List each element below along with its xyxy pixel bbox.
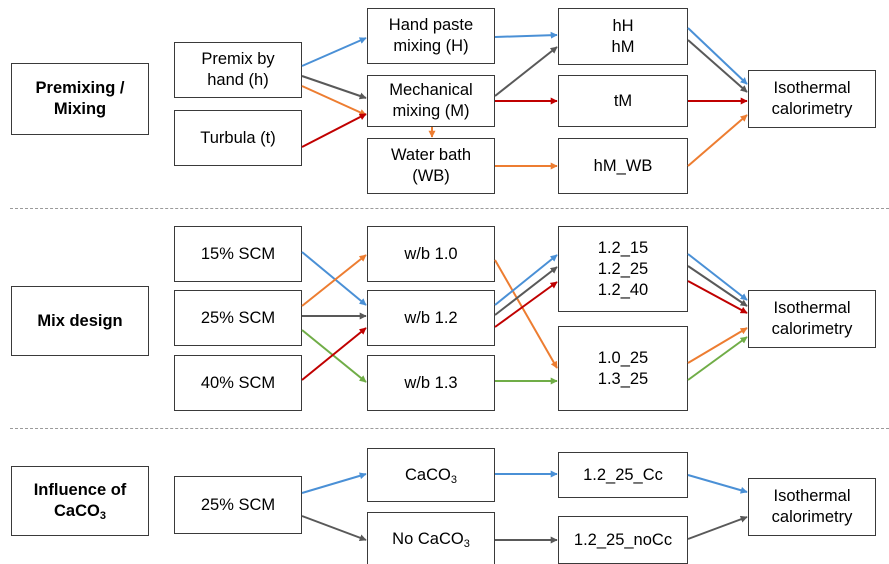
section-label-mix-design: Mix design	[11, 286, 149, 356]
influence-label-text: Influence of	[33, 481, 127, 499]
output-1-0-1-3-group-box: 1.0_25 1.3_25	[558, 326, 688, 411]
arrow-scm40-to-wb12	[301, 327, 367, 381]
caco3-box: CaCO3	[367, 448, 495, 502]
isothermal-calorimetry-box-2: Isothermal calorimetry	[748, 290, 876, 348]
output-cc-box: 1.2_25_Cc	[558, 452, 688, 498]
output-tM-box: tM	[558, 75, 688, 127]
output-hH-hM-box: hH hM	[558, 8, 688, 65]
scm-25-caco3-box: 25% SCM	[174, 476, 302, 534]
output-nocc-box: 1.2_25_noCc	[558, 516, 688, 564]
section-label-influence-caco3: Influence of CaCO3	[11, 466, 149, 536]
arrow-wb10-to-out-b	[494, 259, 558, 369]
arrow-scm25-to-caco3	[301, 472, 367, 494]
caco3-box-text: CaCO3	[405, 465, 457, 486]
isothermal-calorimetry-box-3: Isothermal calorimetry	[748, 478, 876, 536]
scm-25-box: 25% SCM	[174, 290, 302, 346]
arrow-scm15-to-wb12	[301, 251, 367, 306]
arrow-hMWB-to-calorimetry	[687, 114, 748, 167]
arrow-out-a-blue-to-calorimetry	[687, 253, 748, 301]
caco3-label-text: CaCO3	[54, 502, 106, 522]
arrow-out-b-green-to-calorimetry	[687, 336, 748, 381]
arrow-wb12-to-out-a-blue	[494, 254, 558, 306]
arrow-cc-to-calorimetry	[687, 474, 748, 494]
section-label-premixing-mixing: Premixing / Mixing	[11, 63, 149, 135]
output-hM-WB-box: hM_WB	[558, 138, 688, 194]
scm-40-box: 40% SCM	[174, 355, 302, 411]
output-1-2-group-box: 1.2_15 1.2_25 1.2_40	[558, 226, 688, 312]
arrow-scm25-to-nocaco3	[301, 515, 367, 542]
arrow-premix-to-mechanical	[301, 75, 367, 100]
arrow-out-b-orange-to-calorimetry	[687, 327, 748, 364]
arrow-nocc-to-calorimetry	[687, 515, 748, 540]
turbula-box: Turbula (t)	[174, 110, 302, 166]
section-divider-2	[10, 428, 889, 429]
premix-by-hand-box: Premix by hand (h)	[174, 42, 302, 98]
scm-15-box: 15% SCM	[174, 226, 302, 282]
arrow-premix-to-mechanical-orange	[301, 85, 367, 116]
no-caco3-box-text: No CaCO3	[392, 529, 470, 550]
wb-1-3-box: w/b 1.3	[367, 355, 495, 411]
water-bath-box: Water bath (WB)	[367, 138, 495, 194]
arrow-wb12-to-out-a-gray	[494, 266, 558, 316]
arrow-hH-to-calorimetry	[687, 27, 748, 85]
arrow-premix-to-handpaste	[301, 37, 367, 67]
mechanical-mixing-box: Mechanical mixing (M)	[367, 75, 495, 127]
no-caco3-box: No CaCO3	[367, 512, 495, 564]
wb-1-2-box: w/b 1.2	[367, 290, 495, 346]
hand-paste-mixing-box: Hand paste mixing (H)	[367, 8, 495, 64]
arrow-scm25-to-wb10	[301, 254, 367, 307]
arrow-turbula-to-mechanical	[301, 113, 367, 148]
wb-1-0-box: w/b 1.0	[367, 226, 495, 282]
arrow-out-a-gray-to-calorimetry	[687, 265, 748, 307]
arrow-out-a-red-to-calorimetry	[687, 280, 748, 314]
arrow-hM-to-calorimetry	[687, 39, 748, 93]
arrow-handpaste-to-hH	[494, 31, 558, 39]
arrow-wb12-to-out-a-red	[494, 281, 558, 328]
arrow-mechanical-to-hM	[494, 46, 558, 97]
arrow-scm25-to-wb13	[301, 329, 367, 383]
section-divider-1	[10, 208, 889, 209]
isothermal-calorimetry-box-1: Isothermal calorimetry	[748, 70, 876, 128]
